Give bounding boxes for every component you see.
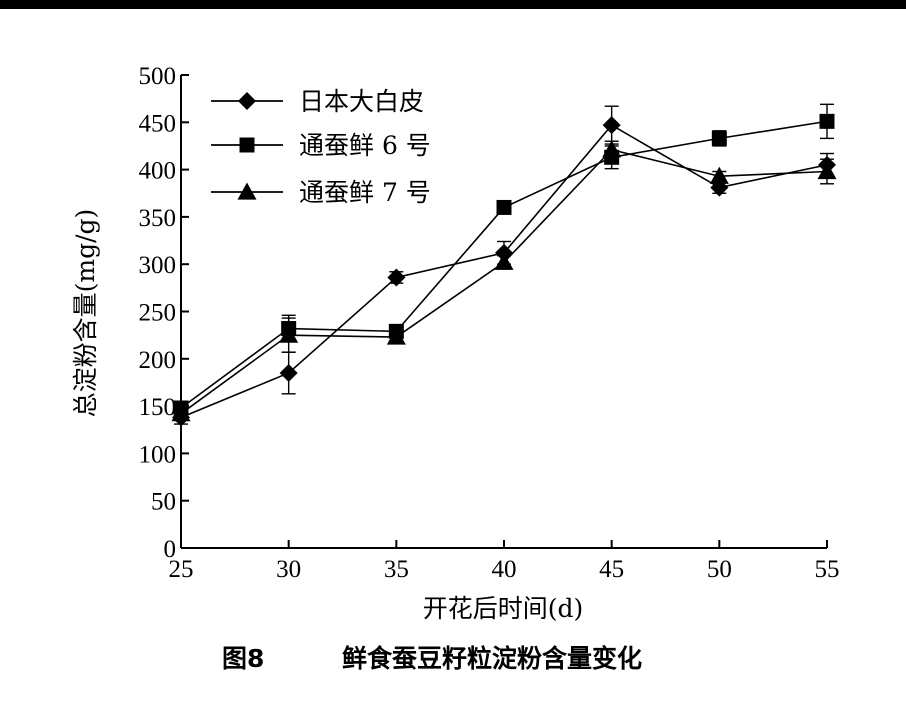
x-tick-label: 40 <box>492 556 517 583</box>
square-marker <box>711 130 727 146</box>
diamond-marker <box>238 92 256 110</box>
legend-label: 通蚕鲜 6 号 <box>299 131 431 160</box>
x-tick-label: 50 <box>707 556 732 583</box>
triangle-marker <box>494 252 514 270</box>
x-ticks: 25 30 35 40 45 50 55 <box>169 540 840 583</box>
y-tick-label: 500 <box>139 63 177 90</box>
y-tick-label: 50 <box>151 489 176 516</box>
top-rule <box>0 0 906 9</box>
figure-number: 图8 <box>222 644 264 673</box>
square-marker <box>496 199 512 215</box>
x-tick-label: 25 <box>169 556 194 583</box>
triangle-marker <box>237 182 257 200</box>
legend-item-1: 日本大白皮 <box>211 87 424 116</box>
legend-label: 日本大白皮 <box>299 87 424 116</box>
y-ticks: 0 50 100 150 200 250 300 350 400 450 500 <box>139 63 189 563</box>
axes <box>180 75 827 549</box>
legend-item-3: 通蚕鲜 7 号 <box>211 178 431 207</box>
figure-caption: 鲜食蚕豆籽粒淀粉含量变化 <box>342 644 642 673</box>
y-tick-label: 350 <box>139 205 177 232</box>
triangle-marker <box>279 325 299 343</box>
y-tick-label: 0 <box>164 536 177 563</box>
triangle-marker <box>817 161 837 180</box>
x-tick-label: 35 <box>384 556 409 583</box>
triangle-marker <box>602 140 622 158</box>
x-axis-title: 开花后时间(d) <box>423 594 584 623</box>
x-tick-label: 45 <box>599 556 624 583</box>
y-tick-label: 450 <box>139 110 177 137</box>
series-3 <box>171 140 837 422</box>
triangle-marker <box>386 327 406 345</box>
x-tick-label: 55 <box>815 556 840 583</box>
series-line <box>180 148 828 415</box>
y-tick-label: 100 <box>139 441 177 468</box>
y-axis-title: 总淀粉含量(mg/g) <box>71 209 100 418</box>
diamond-marker <box>387 268 406 287</box>
y-tick-label: 150 <box>139 394 177 421</box>
y-tick-label: 200 <box>139 347 177 374</box>
square-marker <box>239 137 255 153</box>
y-tick-label: 250 <box>139 300 177 327</box>
x-tick-label: 30 <box>276 556 301 583</box>
triangle-marker <box>709 166 729 184</box>
diamond-marker <box>279 363 298 382</box>
y-tick-label: 300 <box>139 252 177 279</box>
y-tick-label: 400 <box>139 158 177 185</box>
legend-item-2: 通蚕鲜 6 号 <box>211 131 431 160</box>
triangle-marker <box>171 404 191 422</box>
series-layer <box>171 103 837 427</box>
square-marker <box>819 113 835 129</box>
legend-label: 通蚕鲜 7 号 <box>299 178 431 207</box>
diamond-marker <box>602 116 621 135</box>
series-line <box>180 124 828 419</box>
